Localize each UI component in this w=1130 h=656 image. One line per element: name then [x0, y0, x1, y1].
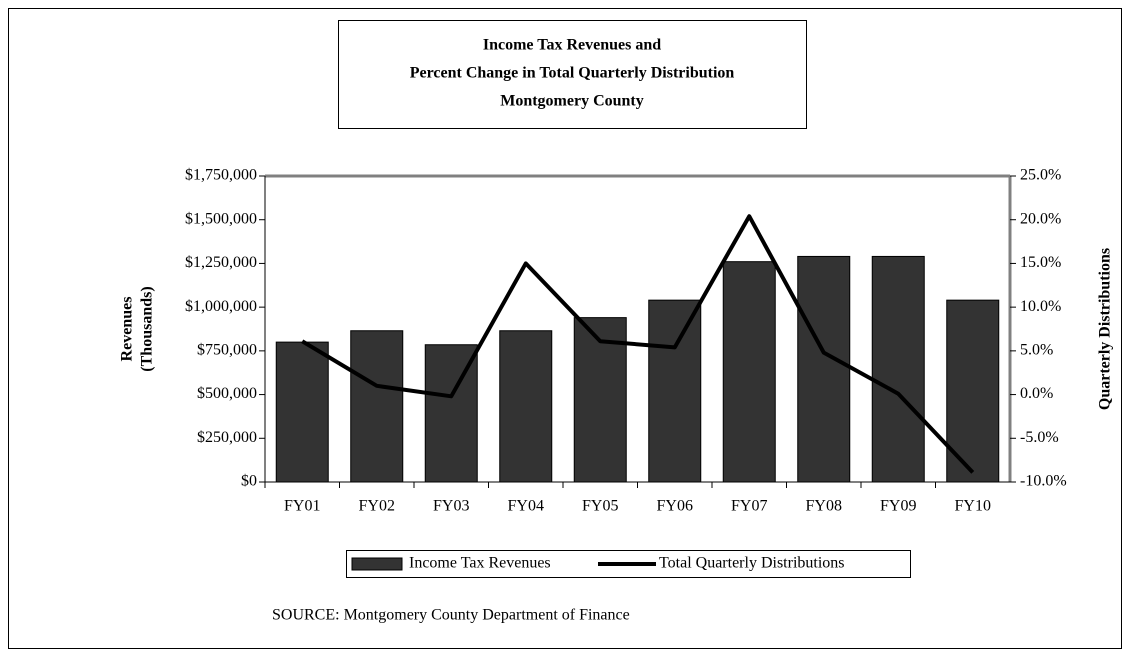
x-tick-label: FY01 [284, 498, 320, 515]
y2-axis-title: Quarterly Distributions [1097, 248, 1114, 410]
y2-tick-label: -5.0% [1020, 429, 1059, 446]
y2-tick-label: 0.0% [1020, 385, 1053, 402]
y-tick-label: $1,750,000 [185, 167, 257, 184]
chart-title: Montgomery County [500, 93, 644, 110]
y-axis-title: Revenues [119, 297, 136, 362]
x-tick-label: FY05 [582, 498, 618, 515]
y-axis-title: (Thousands) [139, 286, 156, 371]
bar [648, 299, 702, 483]
line-series [301, 214, 975, 474]
y-tick-label: $750,000 [197, 342, 257, 359]
y-tick-label: $1,500,000 [185, 210, 257, 227]
bar [573, 317, 627, 483]
y2-tick-label: 25.0% [1020, 167, 1061, 184]
y2-tick-label: 20.0% [1020, 210, 1061, 227]
y-tick-label: $500,000 [197, 385, 257, 402]
x-tick-label: FY07 [731, 498, 767, 515]
outer-border [8, 8, 1122, 649]
y2-tick-label: 5.0% [1020, 342, 1053, 359]
x-tick-label: FY06 [657, 498, 693, 515]
x-tick-label: FY08 [806, 498, 842, 515]
x-tick-label: FY02 [359, 498, 395, 515]
bar [871, 255, 925, 483]
y-tick-label: $1,000,000 [185, 298, 257, 315]
x-tick-label: FY04 [508, 498, 544, 515]
y-tick-label: $1,250,000 [185, 254, 257, 271]
chart-title: Income Tax Revenues and [483, 37, 661, 54]
bar [797, 255, 851, 483]
x-tick-label: FY03 [433, 498, 469, 515]
y2-tick-label: 10.0% [1020, 298, 1061, 315]
source-note: SOURCE: Montgomery County Department of … [272, 607, 630, 624]
y-tick-label: $0 [241, 473, 257, 490]
y-tick-label: $250,000 [197, 429, 257, 446]
bar [499, 330, 553, 483]
bar [350, 330, 404, 483]
y2-tick-label: 15.0% [1020, 254, 1061, 271]
bar [275, 341, 329, 483]
legend-label: Income Tax Revenues [409, 555, 551, 572]
x-tick-label: FY09 [880, 498, 916, 515]
title-box [338, 20, 807, 129]
legend-swatch [351, 557, 403, 571]
bar [722, 261, 776, 483]
x-tick-label: FY10 [955, 498, 991, 515]
y2-tick-label: -10.0% [1020, 473, 1067, 490]
legend-label: Total Quarterly Distributions [659, 555, 845, 572]
chart-title: Percent Change in Total Quarterly Distri… [410, 65, 735, 82]
